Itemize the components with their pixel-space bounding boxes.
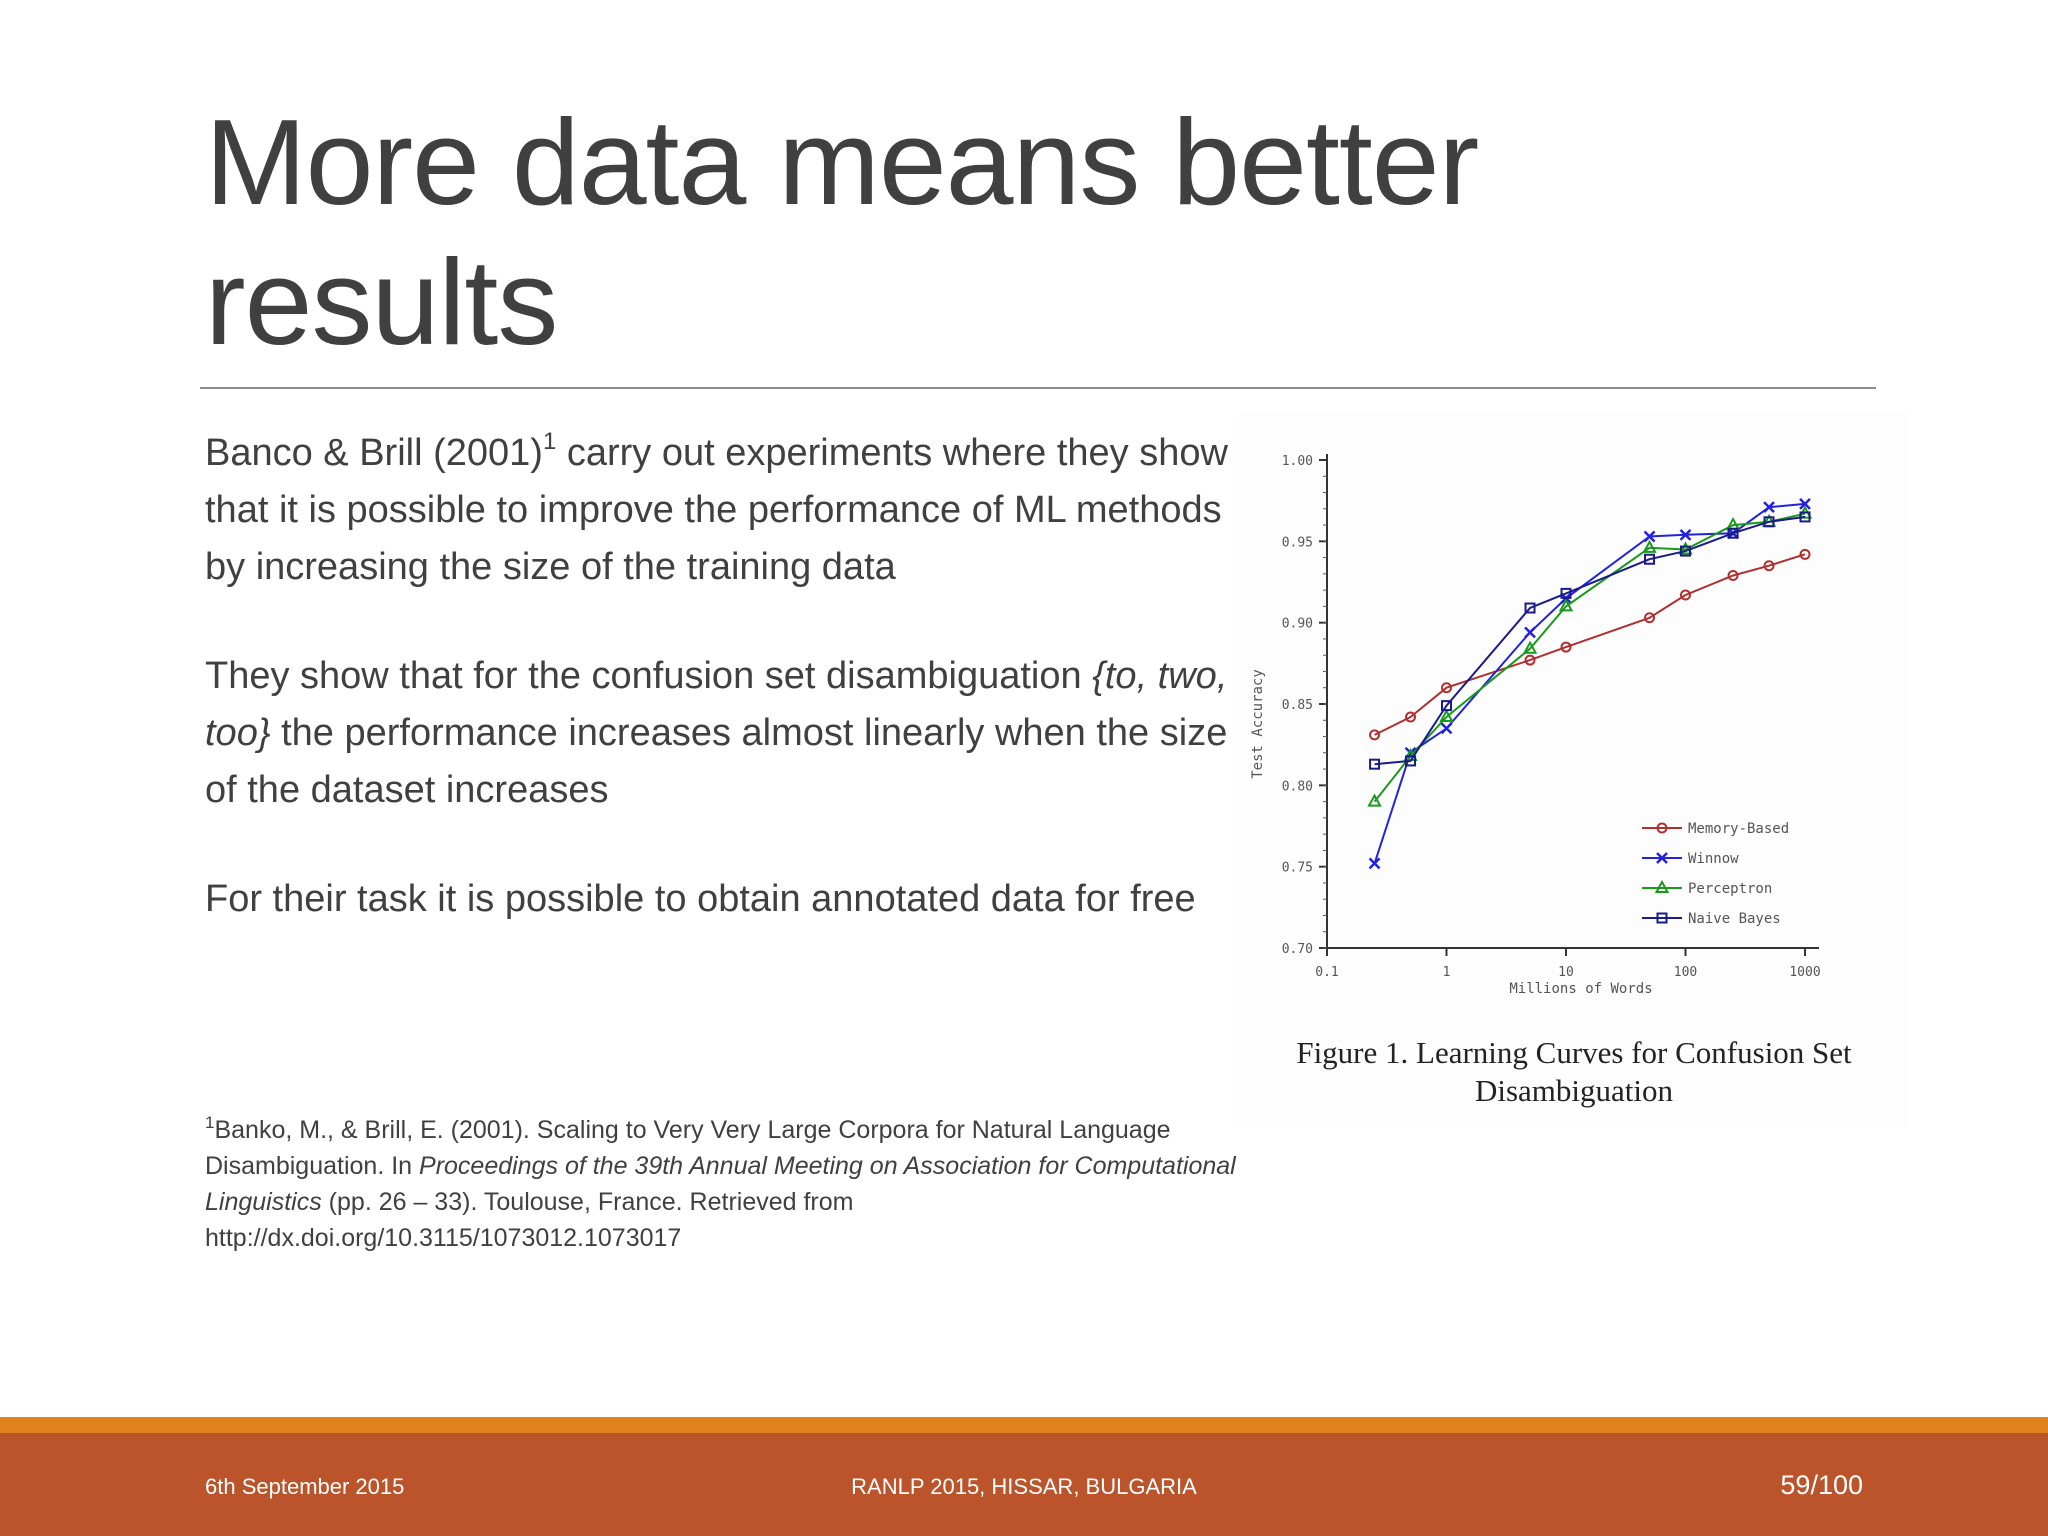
page-number: 59/100 — [1780, 1470, 1863, 1500]
x-tick-label: 1000 — [1789, 965, 1820, 980]
point-winnow — [1679, 528, 1692, 541]
legend-label-naive-bayes: Naive Bayes — [1688, 911, 1781, 927]
footer-stripe — [0, 1417, 2048, 1433]
point-naive-bayes — [1644, 553, 1656, 565]
point-naive-bayes — [1799, 511, 1811, 523]
legend-marker-winnow — [1656, 852, 1668, 864]
paragraph-1: Banco & Brill (2001)1 carry out experime… — [205, 425, 1245, 596]
point-perceptron — [1558, 598, 1574, 612]
point-memory-based — [1405, 711, 1417, 723]
point-naive-bayes — [1405, 755, 1417, 767]
point-naive-bayes — [1369, 758, 1381, 770]
paragraph-2-rest: the performance increases almost linearl… — [205, 712, 1228, 811]
footnote: 1Banko, M., & Brill, E. (2001). Scaling … — [205, 1112, 1265, 1256]
point-memory-based — [1799, 548, 1811, 560]
point-memory-based — [1560, 641, 1572, 653]
point-perceptron — [1642, 539, 1657, 553]
footnote-pages-url: (pp. 26 – 33). Toulouse, France. Retriev… — [205, 1188, 854, 1252]
legend-label-perceptron: Perceptron — [1688, 881, 1772, 897]
point-naive-bayes — [1680, 545, 1691, 557]
y-tick-label: 0.90 — [1282, 617, 1313, 632]
paragraph-3: For their task it is possible to obtain … — [205, 878, 1196, 920]
point-naive-bayes — [1560, 587, 1572, 599]
legend-label-memory-based: Memory-Based — [1688, 821, 1789, 837]
footer-bar: 6th September 2015 RANLP 2015, HISSAR, B… — [0, 1433, 2048, 1536]
y-tick-label: 0.80 — [1282, 779, 1313, 794]
point-perceptron — [1439, 708, 1454, 723]
caption-line-2: Disambiguation — [1474, 1073, 1674, 1108]
point-winnow — [1643, 530, 1656, 543]
point-memory-based — [1763, 560, 1775, 572]
point-memory-based — [1441, 682, 1452, 694]
paragraph-2: They show that for the confusion set dis… — [205, 648, 1245, 819]
figure-caption: Figure 1. Learning Curves for Confusion … — [1238, 1034, 1910, 1110]
title-divider — [200, 387, 1876, 389]
point-naive-bayes — [1524, 602, 1536, 614]
legend-marker-memory-based — [1656, 822, 1668, 834]
footnote-citation: Banko, M., & Brill, E. (2001). Scaling t… — [205, 1116, 1171, 1180]
point-memory-based — [1369, 729, 1381, 741]
learning-curve-figure: 0.70 0.75 0.80 0.85 0.90 0.95 1.00 0.1 1 10 100 100… — [1238, 412, 1910, 1128]
paragraph-2-lead: They show that for the confusion set dis… — [205, 655, 1093, 697]
series-line-winnow — [1373, 502, 1806, 864]
learning-curve-chart: 0.70 0.75 0.80 0.85 0.90 0.95 1.00 0.1 1 10 100 100… — [1250, 454, 1821, 997]
caption-line-1: Figure 1. Learning Curves for Confusion … — [1296, 1035, 1852, 1070]
y-tick-label: 0.70 — [1282, 942, 1313, 957]
series-line-naive-bayes — [1374, 515, 1806, 766]
legend-label-winnow: Winnow — [1688, 851, 1739, 867]
series-line-perceptron — [1373, 512, 1806, 803]
y-tick-label: 1.00 — [1282, 454, 1313, 469]
point-winnow — [1524, 626, 1536, 639]
x-tick-label: 0.1 — [1315, 965, 1338, 980]
point-winnow — [1368, 857, 1381, 870]
footnote-number: 1 — [205, 1113, 215, 1132]
paragraph-1-lead: Banco & Brill (2001) — [205, 432, 543, 474]
point-perceptron — [1367, 793, 1382, 807]
x-tick-label: 10 — [1558, 965, 1574, 980]
point-winnow — [1440, 722, 1453, 735]
point-memory-based — [1524, 654, 1536, 666]
point-memory-based — [1644, 612, 1656, 624]
point-perceptron — [1725, 516, 1741, 531]
x-tick-label: 1 — [1443, 965, 1451, 980]
legend-marker-perceptron — [1654, 879, 1670, 893]
point-perceptron — [1522, 640, 1538, 654]
paragraph-1-rest: carry out experiments where they show th… — [205, 432, 1228, 588]
point-winnow — [1799, 498, 1811, 510]
point-perceptron — [1678, 541, 1693, 555]
y-tick-label: 0.75 — [1282, 861, 1313, 876]
legend-marker-naive-bayes — [1656, 912, 1668, 924]
point-winnow — [1763, 501, 1775, 514]
point-memory-based — [1727, 569, 1739, 581]
slide-body: Banco & Brill (2001)1 carry out experime… — [205, 425, 1245, 980]
confusion-set: {to, two, too} — [205, 655, 1228, 754]
y-tick-label: 0.95 — [1282, 535, 1313, 550]
y-tick-label: 0.85 — [1282, 698, 1313, 713]
point-naive-bayes — [1727, 527, 1739, 539]
x-tick-label: 100 — [1674, 965, 1697, 980]
series-line-memory-based — [1374, 553, 1806, 736]
footnote-marker: 1 — [542, 428, 557, 455]
slide-title: More data means better results — [205, 94, 1479, 370]
footer-conference: RANLP 2015, HISSAR, BULGARIA — [851, 1474, 1197, 1499]
y-axis-label: Test Accuracy — [1250, 669, 1266, 779]
x-axis-label: Millions of Words — [1509, 981, 1652, 997]
footer-date: 6th September 2015 — [205, 1474, 405, 1499]
point-naive-bayes — [1441, 700, 1452, 712]
footnote-venue: Proceedings of the 39th Annual Meeting o… — [205, 1152, 1236, 1216]
point-memory-based — [1680, 589, 1691, 601]
point-naive-bayes — [1763, 516, 1775, 528]
